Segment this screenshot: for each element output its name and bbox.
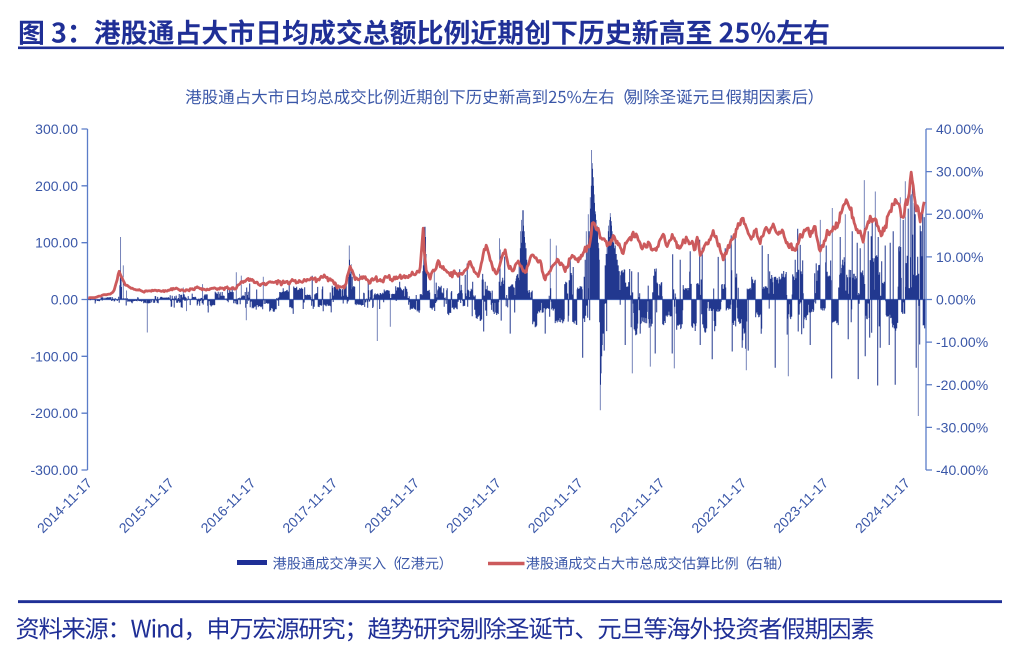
svg-text:-30.00%: -30.00% (936, 419, 988, 435)
svg-text:-300.00: -300.00 (31, 462, 79, 478)
svg-text:300.00: 300.00 (35, 121, 78, 137)
svg-text:100.00: 100.00 (35, 235, 78, 251)
svg-text:10.00%: 10.00% (936, 249, 983, 265)
svg-text:40.00%: 40.00% (936, 121, 983, 137)
svg-text:0.00: 0.00 (51, 292, 78, 308)
svg-text:30.00%: 30.00% (936, 164, 983, 180)
svg-text:20.00%: 20.00% (936, 206, 983, 222)
svg-text:-10.00%: -10.00% (936, 334, 988, 350)
svg-text:-100.00: -100.00 (31, 348, 79, 364)
svg-text:0.00%: 0.00% (936, 292, 976, 308)
svg-text:-40.00%: -40.00% (936, 462, 988, 478)
svg-text:-200.00: -200.00 (31, 405, 79, 421)
svg-text:-20.00%: -20.00% (936, 377, 988, 393)
svg-text:200.00: 200.00 (35, 178, 78, 194)
